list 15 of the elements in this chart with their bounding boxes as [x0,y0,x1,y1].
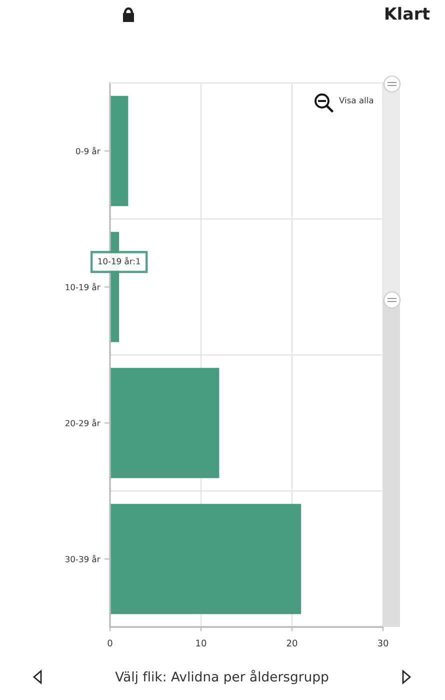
bar [110,504,302,614]
text: Klart [386,6,430,20]
bar [110,368,220,478]
y-tick-label: 0-9 år [76,146,100,154]
y-tick-label: 20-29 år [65,418,100,426]
bar [110,96,128,206]
y-tick-label: 10-19 år [66,282,100,290]
text: Välj flik: Avlidna per åldersgrupp [115,670,328,684]
x-tick-label: 0 [108,640,112,646]
x-tick-label: 20 [286,640,298,646]
x-tick-label: 10 [196,640,206,646]
y-tick-label: 30-39 år [66,554,100,562]
annotation: Visa alla [339,96,374,104]
annotation: 10-19 år:1 [98,256,140,264]
x-tick-label: 30 [378,640,388,646]
